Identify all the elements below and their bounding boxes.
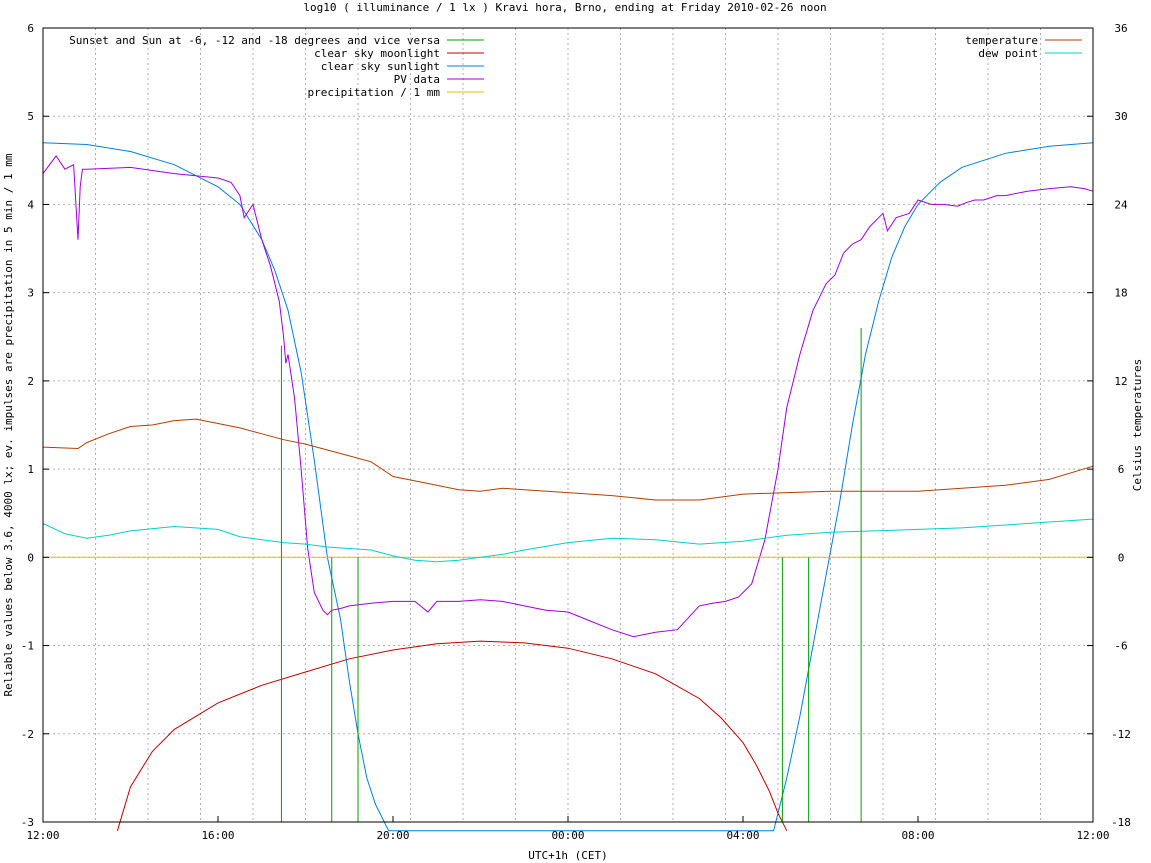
y-tick-label: 4 bbox=[27, 198, 34, 211]
y-tick-label: 0 bbox=[27, 551, 34, 564]
chart-title: log10 ( illuminance / 1 lx ) Kravi hora,… bbox=[303, 1, 826, 14]
x-tick-label: 08:00 bbox=[901, 829, 934, 842]
y2-tick-label: -18 bbox=[1111, 816, 1131, 829]
x-tick-label: 12:00 bbox=[1076, 829, 1109, 842]
series-line-dew-point bbox=[42, 518, 1094, 563]
y-tick-label: 5 bbox=[27, 110, 34, 123]
sun-event-lines bbox=[280, 327, 862, 822]
y2-tick-label: 0 bbox=[1118, 551, 1125, 564]
y-tick-label: -3 bbox=[21, 816, 34, 829]
y2-tick-label: 12 bbox=[1114, 375, 1127, 388]
y-tick-label: -2 bbox=[21, 728, 34, 741]
legend-label: clear sky sunlight bbox=[321, 60, 440, 73]
y2-tick-label: -12 bbox=[1111, 728, 1131, 741]
y-axis-label: Reliable values below 3.6, 4000 lx; ev. … bbox=[2, 153, 15, 696]
x-tick-label: 16:00 bbox=[201, 829, 234, 842]
x-axis-label: UTC+1h (CET) bbox=[528, 849, 607, 862]
series-layer bbox=[42, 142, 1094, 832]
x-tick-label: 12:00 bbox=[26, 829, 59, 842]
y2-axis-label: Celsius temperatures bbox=[1131, 359, 1144, 491]
legend-label: precipitation / 1 mm bbox=[308, 86, 441, 99]
y2-tick-label: -6 bbox=[1114, 640, 1127, 653]
y-tick-label: -1 bbox=[21, 640, 34, 653]
y2-tick-label: 18 bbox=[1114, 287, 1127, 300]
x-tick-label: 04:00 bbox=[726, 829, 759, 842]
y2-tick-label: 6 bbox=[1118, 463, 1125, 476]
series-line-temperature bbox=[42, 418, 1094, 501]
y-tick-label: 2 bbox=[27, 375, 34, 388]
y2-tick-label: 24 bbox=[1114, 198, 1128, 211]
legend-left: Sunset and Sun at -6, -12 and -18 degree… bbox=[69, 34, 484, 99]
y-tick-label: 6 bbox=[27, 22, 34, 35]
y-tick-label: 1 bbox=[27, 463, 34, 476]
series-line-clear-sky-moonlight bbox=[116, 640, 788, 832]
legend-label: Sunset and Sun at -6, -12 and -18 degree… bbox=[69, 34, 440, 47]
legend-label: dew point bbox=[978, 47, 1038, 60]
legend-label: temperature bbox=[965, 34, 1038, 47]
x-tick-label: 20:00 bbox=[376, 829, 409, 842]
y2-tick-label: 30 bbox=[1114, 110, 1127, 123]
x-tick-label: 00:00 bbox=[551, 829, 584, 842]
y-tick-label: 3 bbox=[27, 287, 34, 300]
series-line-pv-data bbox=[42, 155, 1094, 638]
legend-label: clear sky moonlight bbox=[314, 47, 440, 60]
legend-label: PV data bbox=[394, 73, 440, 86]
y2-tick-label: 36 bbox=[1114, 22, 1127, 35]
